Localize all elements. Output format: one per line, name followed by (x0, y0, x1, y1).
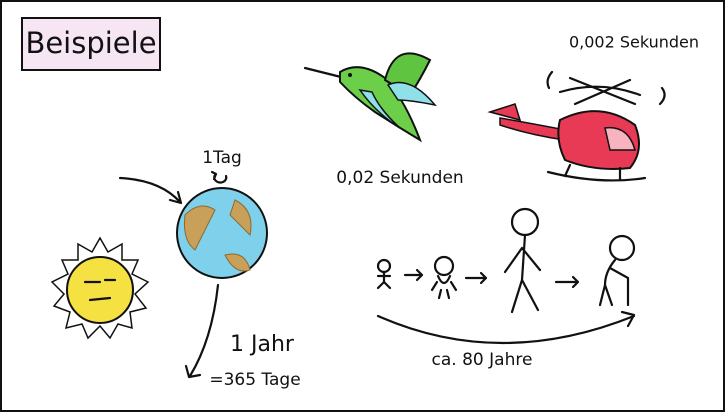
bird-eye (348, 73, 352, 77)
child-body (430, 274, 458, 300)
elder-head (608, 234, 636, 262)
sun-face (66, 256, 134, 324)
orbit-days-label: =365 Tage (209, 370, 300, 390)
child-head (433, 255, 455, 277)
rotation-label: 1Tag (202, 148, 242, 168)
baby-body (376, 270, 392, 290)
bird-body (339, 66, 422, 143)
beak (303, 66, 347, 80)
rotor-arrows (546, 70, 666, 106)
helicopter (487, 70, 666, 182)
title-box (21, 17, 161, 71)
tail-fin (487, 103, 522, 122)
title: Beispiele (25, 26, 156, 60)
life-stages (376, 207, 636, 314)
rotor (558, 76, 642, 106)
window (604, 126, 636, 151)
hummingbird-label: 0,02 Sekunden (336, 168, 463, 188)
bird-breast (358, 88, 401, 129)
sun-features (83, 278, 117, 302)
cabin (557, 110, 640, 170)
arrow-2 (464, 271, 488, 285)
arrow-1 (403, 268, 424, 282)
orbit-label: 1 Jahr (230, 332, 295, 357)
rotation-arrow (210, 170, 228, 184)
arrow-3 (554, 275, 580, 289)
hummingbird (303, 52, 437, 143)
helicopter-label: 0,002 Sekunden (569, 33, 699, 52)
elder-body (598, 258, 630, 307)
bird-wing-back (386, 81, 437, 107)
skids (546, 163, 647, 182)
continents (184, 199, 252, 272)
sun (50, 236, 150, 340)
sunlight-arrow (118, 176, 183, 205)
orbit-arrow (184, 283, 220, 379)
adult-body (503, 233, 542, 314)
lifespan-label: ca. 80 Jahre (432, 350, 533, 370)
lifespan-arrow (376, 310, 636, 345)
